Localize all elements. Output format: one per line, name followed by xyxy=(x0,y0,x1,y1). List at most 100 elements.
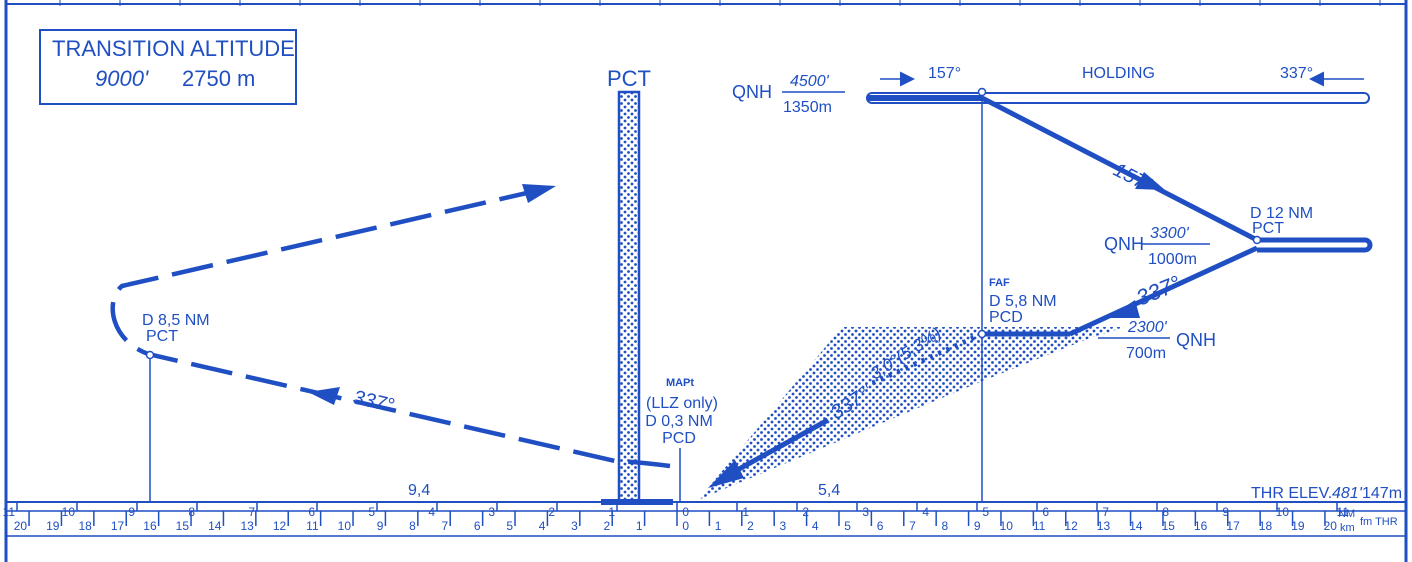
scale-nm-label: 5 xyxy=(982,505,989,519)
scale-km-label: 9 xyxy=(974,519,981,533)
frame xyxy=(4,0,1408,562)
holding-fix xyxy=(977,87,987,97)
transition-altitude-meters: 2750 m xyxy=(182,66,255,91)
scale-nm-label: 9 xyxy=(128,505,135,519)
scale-km-label: 3 xyxy=(780,519,787,533)
scale-km-label: 17 xyxy=(1226,519,1240,533)
scale-km-label: 9 xyxy=(377,519,384,533)
mapt-line-llz: (LLZ only) xyxy=(646,395,718,412)
d85-fix-point xyxy=(145,350,155,360)
qnh2300-qnh-label: QNH xyxy=(1176,330,1216,350)
scale-km-label: 14 xyxy=(1129,519,1143,533)
scale-nm-label: 6 xyxy=(308,505,315,519)
holding-altitude-m: 1350m xyxy=(783,99,832,116)
d12-fix: D 12 NM PCT QNH 3300' 1000m xyxy=(1104,205,1373,268)
scale-km-label: 7 xyxy=(442,519,449,533)
descent-157-course: 157° xyxy=(1110,159,1157,197)
descent-157-path xyxy=(980,95,1259,243)
mapt-facility: PCD xyxy=(662,430,696,447)
scale-nm-unit: NM xyxy=(1338,508,1355,520)
scale-km-label: 14 xyxy=(208,519,222,533)
scale-km-label: 18 xyxy=(78,519,92,533)
scale-nm-label: 1 xyxy=(742,505,749,519)
scale-km-label: 6 xyxy=(877,519,884,533)
scale-nm-label: 9 xyxy=(1222,505,1229,519)
distance-scale: 1110987654321012345678910112120191817161… xyxy=(3,501,1406,537)
holding-outbound-course: 337° xyxy=(1280,65,1313,82)
transition-altitude-border xyxy=(39,29,297,105)
scale-nm-label: 11 xyxy=(1337,505,1350,519)
missed-approach-mid-arrowhead xyxy=(308,387,340,405)
scale-km-label: 0 xyxy=(682,519,689,533)
scale-nm-label: 4 xyxy=(428,505,435,519)
scale-nm-label: 1 xyxy=(608,505,615,519)
qnh2300-altitude-m: 700m xyxy=(1126,345,1166,362)
descent-157: 157° xyxy=(980,95,1259,243)
holding-pattern: 157° HOLDING 337° QNH 4500' 1350m xyxy=(732,65,1370,502)
scale-km-label: 4 xyxy=(812,519,819,533)
faf-facility: PCD xyxy=(989,309,1023,326)
holding-altitude-ft: 4500' xyxy=(790,73,830,90)
missed-approach-course: 337° xyxy=(351,386,396,417)
scale-nm-label: 10 xyxy=(62,505,76,519)
d12-fix-point xyxy=(1252,235,1262,245)
scale-km-label: 1 xyxy=(636,519,643,533)
distance-right: 5,4 xyxy=(818,482,840,499)
scale-km-label: 8 xyxy=(409,519,416,533)
scale-km-label: 10 xyxy=(1000,519,1014,533)
scale-km-label: 16 xyxy=(143,519,157,533)
scale-nm-label: 0 xyxy=(682,505,689,519)
scale-km-label: 2 xyxy=(604,519,611,533)
scale-km-label: 6 xyxy=(474,519,481,533)
descent-157-arrowhead xyxy=(1135,172,1165,190)
d12-facility: PCT xyxy=(1252,220,1284,237)
glide-path-arrowhead xyxy=(708,460,744,488)
distance-left: 9,4 xyxy=(408,482,430,499)
scale-nm-label: 7 xyxy=(248,505,255,519)
holding-qnh-label: QNH xyxy=(732,82,772,102)
scale-nm-label: 2 xyxy=(548,505,555,519)
scale-km-label: 12 xyxy=(1064,519,1078,533)
d85-distance: D 8,5 NM xyxy=(142,312,210,329)
scale-nm-label: 11 xyxy=(3,505,16,519)
scale-nm-label: 3 xyxy=(488,505,495,519)
scale-km-label: 11 xyxy=(1033,519,1046,533)
thr-elev-m: 147m xyxy=(1362,485,1402,502)
glide-path-upper xyxy=(864,331,984,389)
scale-nm-label: 5 xyxy=(368,505,375,519)
pct-label: PCT xyxy=(607,66,651,91)
scale-km-label: 19 xyxy=(46,519,60,533)
scale-nm-label: 6 xyxy=(1042,505,1049,519)
scale-nm-label: 2 xyxy=(802,505,809,519)
scale-km-label: 2 xyxy=(747,519,754,533)
qnh2300-altitude-ft: 2300' xyxy=(1127,319,1168,336)
obstacle-area-shading xyxy=(698,327,1125,500)
scale-nm-label: 8 xyxy=(1162,505,1169,519)
scale-km-label: 5 xyxy=(844,519,851,533)
transition-altitude-title: TRANSITION ALTITUDE xyxy=(52,36,295,61)
faf-distance: D 5,8 NM xyxy=(989,293,1057,310)
scale-nm-label: 4 xyxy=(922,505,929,519)
mapt-distance: D 0,3 NM xyxy=(645,413,713,430)
d12-distance: D 12 NM xyxy=(1250,205,1313,222)
faf-title: FAF xyxy=(989,277,1010,289)
scale-km-label: 8 xyxy=(941,519,948,533)
scale-km-label: 16 xyxy=(1194,519,1208,533)
glide-path-lower xyxy=(728,417,830,477)
descent-337-arrowhead xyxy=(1108,300,1140,318)
scale-km-label: 7 xyxy=(909,519,916,533)
d85-facility: PCT xyxy=(146,328,178,345)
missed-approach-path xyxy=(110,187,671,469)
mapt-title: MAPt xyxy=(666,377,694,389)
scale-nm-label: 8 xyxy=(188,505,195,519)
scale-nm-label: 10 xyxy=(1276,505,1290,519)
descent-337-path xyxy=(1068,245,1259,337)
d12-qnh-label: QNH xyxy=(1104,234,1144,254)
scale-km-label: 13 xyxy=(240,519,254,533)
descent-337-course: 337° xyxy=(1133,270,1185,310)
d12-altitude-m: 1000m xyxy=(1148,251,1197,268)
scale-km-label: 3 xyxy=(571,519,578,533)
mapt-fix: MAPt (LLZ only) D 0,3 NM PCD xyxy=(645,377,718,502)
holding-racetrack xyxy=(866,92,1370,104)
thr-elev-label: THR ELEV. xyxy=(1251,485,1332,502)
